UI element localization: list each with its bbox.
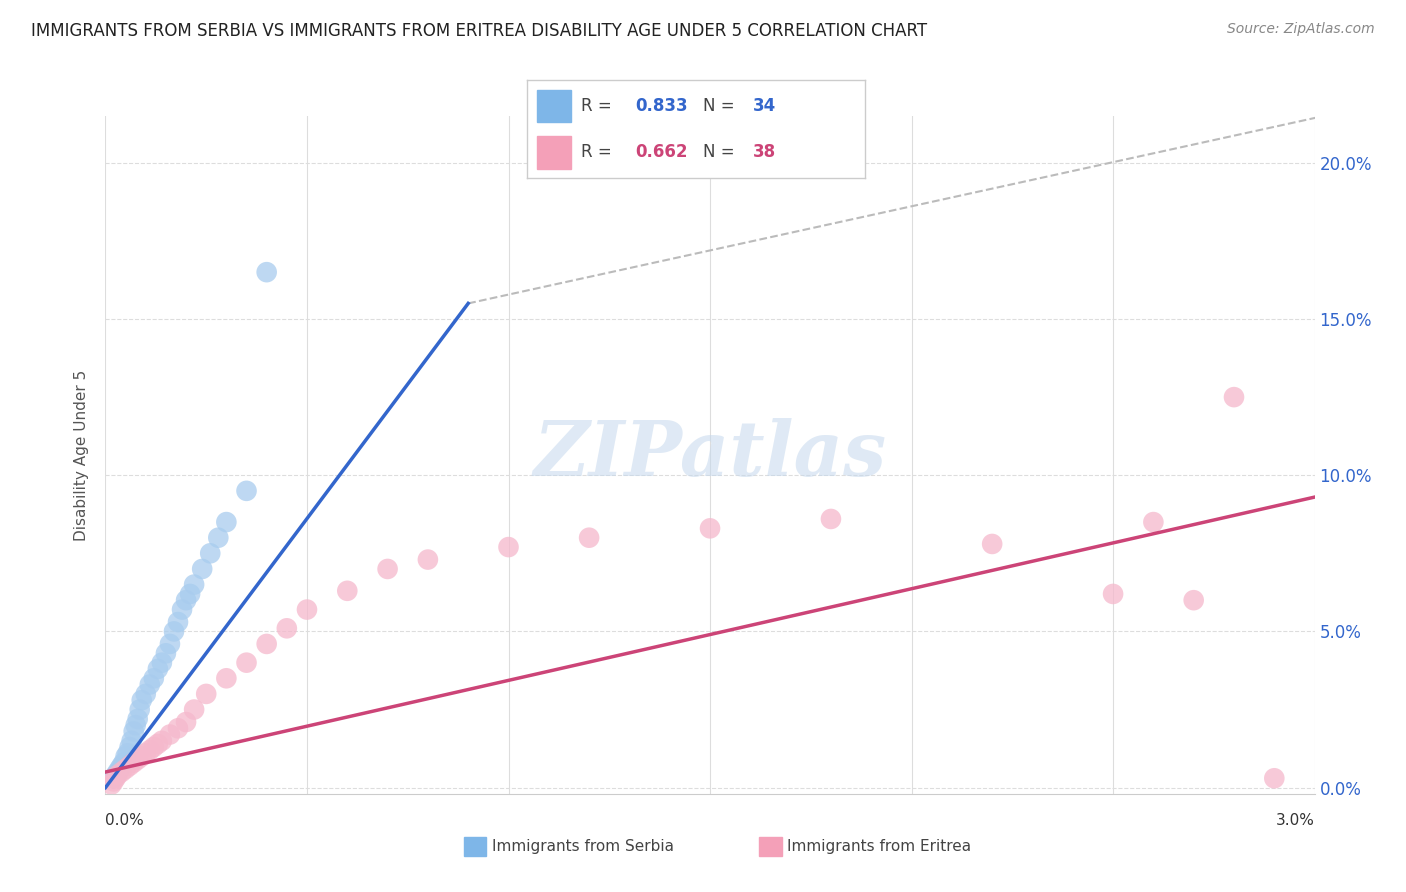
Point [108,762,131,776]
Text: N =: N = [703,97,740,115]
Text: R =: R = [581,143,617,161]
Point [235,483,257,498]
Text: 38: 38 [754,143,776,161]
Point [117,746,139,760]
Point [131,693,153,707]
Point [135,687,157,701]
Point [122,756,145,770]
Y-axis label: Disability Age Under 5: Disability Age Under 5 [75,369,90,541]
Text: 0.662: 0.662 [636,143,688,161]
Point [215,671,238,685]
Point [981,537,1004,551]
Text: 34: 34 [754,97,776,115]
Point [107,764,129,779]
Point [121,733,143,747]
Text: Source: ZipAtlas.com: Source: ZipAtlas.com [1227,22,1375,37]
Text: N =: N = [703,143,740,161]
Point [174,714,197,729]
Text: 0.0%: 0.0% [105,814,145,828]
Point [104,768,127,782]
Point [295,602,318,616]
Point [179,587,201,601]
Point [142,671,165,685]
Point [1263,771,1285,785]
Point [139,677,162,691]
Point [125,718,148,732]
Point [114,762,136,776]
Text: 3.0%: 3.0% [1275,814,1315,828]
Point [114,749,136,764]
Point [578,531,600,545]
Point [167,721,190,735]
Point [107,768,129,782]
Point [416,552,439,566]
Text: IMMIGRANTS FROM SERBIA VS IMMIGRANTS FROM ERITREA DISABILITY AGE UNDER 5 CORRELA: IMMIGRANTS FROM SERBIA VS IMMIGRANTS FRO… [31,22,927,40]
Point [155,646,177,660]
Point [235,656,257,670]
Point [215,515,238,529]
Point [110,758,132,772]
Point [100,777,122,791]
Point [183,702,205,716]
Point [150,656,173,670]
Point [159,637,181,651]
Point [128,702,150,716]
Point [142,739,165,754]
Point [200,546,222,560]
Point [256,265,278,279]
Text: ZIPatlas: ZIPatlas [533,418,887,491]
Point [699,521,721,535]
Point [135,746,157,760]
Point [146,662,169,676]
Point [112,756,135,770]
Point [183,577,205,591]
Point [276,621,298,635]
Bar [537,136,571,169]
Point [498,540,520,554]
Point [1182,593,1205,607]
Point [195,687,218,701]
Point [256,637,278,651]
Point [110,764,132,779]
Point [118,758,141,772]
Point [159,727,181,741]
Point [103,771,125,785]
Point [127,752,149,766]
Text: R =: R = [581,97,617,115]
Point [118,739,141,754]
Point [170,602,193,616]
Bar [537,90,571,122]
Point [122,724,145,739]
Point [131,749,153,764]
Point [127,712,149,726]
Point [207,531,229,545]
Point [174,593,197,607]
Text: 0.833: 0.833 [636,97,688,115]
Text: Immigrants from Serbia: Immigrants from Serbia [492,839,673,854]
Point [146,737,169,751]
Point [103,774,125,789]
Point [167,615,190,629]
Point [820,512,842,526]
Point [104,771,127,785]
Text: Immigrants from Eritrea: Immigrants from Eritrea [787,839,972,854]
Point [150,733,173,747]
Point [163,624,186,639]
Point [191,562,214,576]
Point [1102,587,1125,601]
Point [377,562,399,576]
Point [1142,515,1164,529]
Point [336,583,359,598]
Point [139,743,162,757]
Point [1223,390,1246,404]
